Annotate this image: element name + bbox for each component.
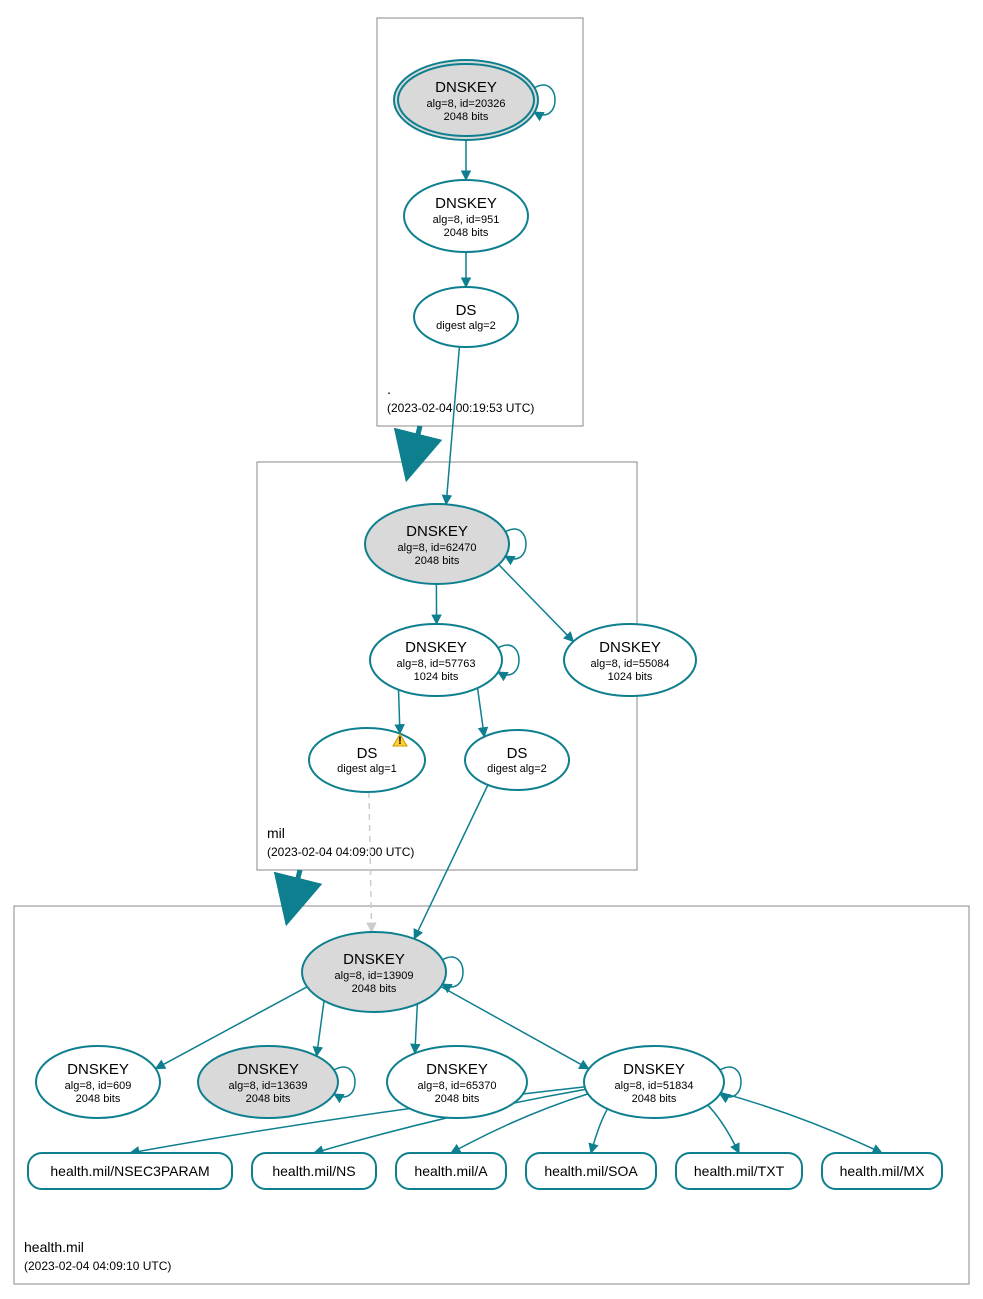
node-root_ds: DSdigest alg=2 [414, 287, 518, 347]
node-sub2: 2048 bits [415, 555, 460, 567]
node-mil_ds2: DSdigest alg=2 [465, 730, 569, 790]
zone-timestamp-health: (2023-02-04 04:09:10 UTC) [24, 1259, 171, 1273]
node-sub2: 2048 bits [444, 227, 489, 239]
edge [369, 792, 372, 932]
node-title: DNSKEY [426, 1061, 488, 1078]
rr-rr_a: health.mil/A [396, 1153, 506, 1189]
zone-label-mil: mil [267, 825, 285, 841]
node-title: DS [507, 745, 528, 762]
node-sub2: 2048 bits [444, 111, 489, 123]
node-title: DS [456, 302, 477, 319]
node-title: DNSKEY [67, 1061, 129, 1078]
edge [414, 785, 488, 939]
zone-timestamp-root: (2023-02-04 00:19:53 UTC) [387, 401, 534, 415]
dnssec-diagram: . (2023-02-04 00:19:53 UTC) mil (2023-02-04… [0, 0, 983, 1299]
rr-label: health.mil/TXT [694, 1163, 785, 1179]
node-sub1: alg=8, id=57763 [397, 658, 476, 670]
rr-rr_txt: health.mil/TXT [676, 1153, 802, 1189]
rr-label: health.mil/A [414, 1163, 488, 1179]
node-title: DNSKEY [435, 195, 497, 212]
node-sub2: 2048 bits [76, 1093, 121, 1105]
node-title: DNSKEY [435, 79, 497, 96]
edge [399, 690, 400, 734]
node-sub1: alg=8, id=609 [65, 1080, 132, 1092]
rr-rr_soa: health.mil/SOA [526, 1153, 656, 1189]
edges-layer [130, 140, 882, 1153]
rr-label: health.mil/MX [840, 1163, 925, 1179]
node-title: DNSKEY [599, 639, 661, 656]
edge [415, 1004, 418, 1053]
node-title: DNSKEY [405, 639, 467, 656]
zone-timestamp-mil: (2023-02-04 04:09:00 UTC) [267, 845, 414, 859]
node-title: DNSKEY [623, 1061, 685, 1078]
node-sub2: 2048 bits [246, 1093, 291, 1105]
rr-rr_ns: health.mil/NS [252, 1153, 376, 1189]
node-mil_zsk1: DNSKEY alg=8, id=577631024 bits [370, 624, 519, 696]
node-mil_ds1: DS! digest alg=1 [309, 728, 425, 792]
edge [478, 688, 485, 737]
edge-rr [708, 1105, 739, 1153]
node-root_ksk: DNSKEY alg=8, id=203262048 bits [394, 60, 555, 140]
node-h_k4: DNSKEY alg=8, id=518342048 bits [584, 1046, 741, 1118]
rr-label: health.mil/NSEC3PARAM [50, 1163, 209, 1179]
node-sub1: alg=8, id=13909 [335, 970, 414, 982]
node-sub2: 1024 bits [608, 671, 653, 683]
node-sub1: alg=8, id=62470 [398, 542, 477, 554]
node-sub2: 2048 bits [435, 1093, 480, 1105]
node-root_zsk: DNSKEY alg=8, id=9512048 bits [404, 180, 528, 252]
node-title: DNSKEY [237, 1061, 299, 1078]
rr-rr_nsec3: health.mil/NSEC3PARAM [28, 1153, 232, 1189]
edge [499, 565, 574, 642]
zone-arrow [412, 426, 420, 458]
zone-label-health: health.mil [24, 1239, 84, 1255]
node-sub1: alg=8, id=65370 [418, 1080, 497, 1092]
svg-text:!: ! [398, 735, 402, 747]
edge [317, 1001, 324, 1056]
node-sub2: 2048 bits [352, 983, 397, 995]
node-h_k1: DNSKEY alg=8, id=6092048 bits [36, 1046, 160, 1118]
node-sub1: alg=8, id=51834 [615, 1080, 694, 1092]
node-sub1: alg=8, id=20326 [427, 98, 506, 110]
node-title: DS [357, 745, 378, 762]
node-sub1: digest alg=2 [436, 320, 496, 332]
node-title: DNSKEY [343, 951, 405, 968]
node-sub2: 1024 bits [414, 671, 459, 683]
node-mil_zsk2: DNSKEY alg=8, id=550841024 bits [564, 624, 696, 696]
rr-label: health.mil/NS [272, 1163, 355, 1179]
node-sub1: alg=8, id=951 [433, 214, 500, 226]
node-sub1: digest alg=2 [487, 763, 547, 775]
node-sub1: alg=8, id=13639 [229, 1080, 308, 1092]
rr-rr_mx: health.mil/MX [822, 1153, 942, 1189]
zone-label-root: . [387, 381, 391, 397]
node-h_k3: DNSKEY alg=8, id=653702048 bits [387, 1046, 527, 1118]
node-sub2: 2048 bits [632, 1093, 677, 1105]
edge-rr [721, 1093, 882, 1153]
node-sub1: alg=8, id=55084 [591, 658, 670, 670]
node-sub1: digest alg=1 [337, 763, 397, 775]
edge-rr [591, 1109, 608, 1153]
node-title: DNSKEY [406, 523, 468, 540]
node-h_k2: DNSKEY alg=8, id=136392048 bits [198, 1046, 355, 1118]
rr-label: health.mil/SOA [544, 1163, 638, 1179]
zone-arrow [292, 870, 300, 902]
node-h_ksk: DNSKEY alg=8, id=139092048 bits [302, 932, 463, 1012]
node-mil_ksk: DNSKEY alg=8, id=624702048 bits [365, 504, 526, 584]
